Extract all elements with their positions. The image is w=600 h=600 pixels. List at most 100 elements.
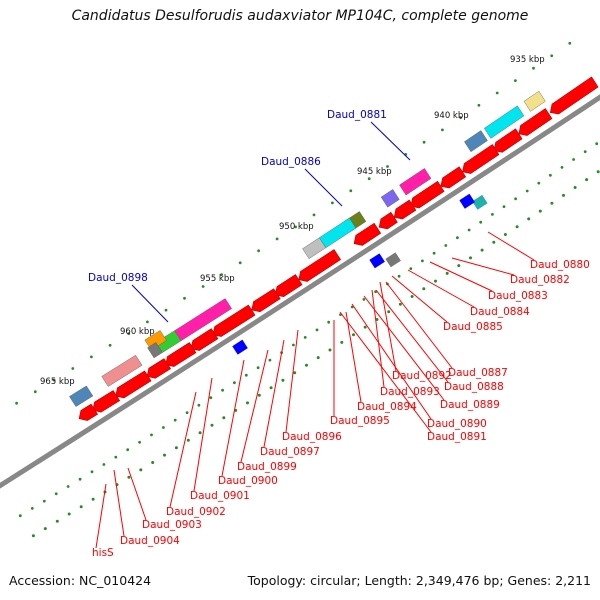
callout-line <box>113 469 125 537</box>
tick-dot <box>71 367 75 370</box>
tick-dot <box>537 181 541 185</box>
tick-dot <box>186 438 190 442</box>
tick-dot <box>244 373 248 377</box>
tick-dot <box>30 507 34 510</box>
callout-line <box>131 284 169 323</box>
tick-dot <box>477 103 481 107</box>
tick-dot <box>127 332 131 335</box>
tick-dot <box>350 305 354 309</box>
gene-labels: Daud_0880 Daud_0882 Daud_0883 Daud_0884 Daud… <box>88 109 590 559</box>
tick-dot <box>222 416 226 420</box>
tick-dot <box>293 371 297 375</box>
callout-line <box>127 467 147 521</box>
tick-dot <box>238 261 242 265</box>
tick-dot <box>173 418 177 422</box>
tick-dot <box>480 248 484 252</box>
tick-dot <box>281 378 285 382</box>
gene-arrow <box>298 249 342 282</box>
gene-arrow <box>251 288 281 313</box>
tick-dot <box>102 463 106 466</box>
gene-label: Daud_0880 <box>530 259 590 271</box>
tick-dot <box>18 514 22 518</box>
tick-dot <box>514 79 517 82</box>
forward-gene-track <box>78 76 599 421</box>
tick-dot <box>349 189 353 193</box>
accession-text: Accession: NC_010424 <box>9 573 152 588</box>
tick-dot <box>515 225 519 229</box>
tick-dot <box>398 302 402 306</box>
tick-dot <box>197 403 201 407</box>
tick-dot <box>268 358 272 362</box>
tick-dot <box>315 328 319 332</box>
tick-dot <box>503 233 507 236</box>
gene-label: Daud_0892 <box>392 370 452 382</box>
tick-dot <box>434 279 437 283</box>
tick-dot <box>54 492 58 496</box>
scale-label: 955 kbp <box>200 274 235 284</box>
tick-dot <box>572 158 575 161</box>
gene-arrow <box>462 144 500 174</box>
tick-dot <box>126 448 130 452</box>
scale-label: 935 kbp <box>510 55 545 65</box>
gene-box <box>385 252 401 268</box>
gene-label: Daud_0888 <box>444 381 504 393</box>
gene-label: Daud_0901 <box>190 490 250 502</box>
tick-dot <box>585 178 589 182</box>
tick-dot <box>201 285 205 288</box>
tick-dot <box>127 475 131 479</box>
tick-dot <box>550 54 554 58</box>
gene-label: Daud_0891 <box>427 431 487 443</box>
tick-dot <box>183 296 186 300</box>
tick-dot <box>363 325 367 329</box>
gene-arrow <box>92 390 121 413</box>
tick-dot <box>538 209 542 213</box>
tick-dot <box>256 366 260 370</box>
callout-line <box>351 303 432 420</box>
tick-dot <box>90 470 94 474</box>
tick-dot <box>303 336 307 339</box>
gene-box <box>369 253 385 269</box>
tick-dot <box>525 189 529 193</box>
tick-dot <box>527 217 531 221</box>
tick-layer <box>15 41 600 538</box>
gene-label: Daud_0890 <box>427 418 487 430</box>
tick-dot <box>257 249 260 253</box>
gene-arrow <box>393 199 417 220</box>
tick-dot <box>162 426 165 429</box>
tick-dot <box>198 431 202 435</box>
gene-arrow <box>353 222 382 246</box>
tick-dot <box>221 388 225 392</box>
tick-dot <box>457 264 461 268</box>
tick-dot <box>269 386 273 390</box>
tick-dot <box>174 446 178 450</box>
tick-dot <box>469 256 472 260</box>
tick-dot <box>90 355 93 359</box>
gene-label: Daud_0897 <box>260 446 320 458</box>
gene-box <box>472 194 488 210</box>
gene-box <box>319 217 357 249</box>
callout-line <box>385 281 453 369</box>
tick-dot <box>549 173 552 177</box>
tick-dot <box>456 236 459 240</box>
gene-arrow <box>146 358 172 379</box>
gene-label: Daud_0881 <box>327 109 387 121</box>
tick-dot <box>275 237 279 241</box>
tick-dot <box>583 150 587 154</box>
gene-box <box>380 189 400 208</box>
tick-dot <box>233 381 236 385</box>
tick-dot <box>146 320 149 324</box>
gene-label: Daud_0889 <box>440 399 500 411</box>
tick-dot <box>246 401 249 405</box>
gene-box <box>302 237 327 259</box>
genome-summary-text: Topology: circular; Length: 2,349,476 bp… <box>247 573 591 588</box>
gene-box <box>464 130 488 153</box>
tick-dot <box>410 295 414 298</box>
tick-dot <box>138 440 142 444</box>
callout-line <box>193 377 213 492</box>
tick-dot <box>596 170 600 174</box>
tick-dot <box>67 512 71 516</box>
tick-dot <box>328 348 332 352</box>
tick-dot <box>163 453 166 457</box>
callout-line <box>407 269 475 308</box>
